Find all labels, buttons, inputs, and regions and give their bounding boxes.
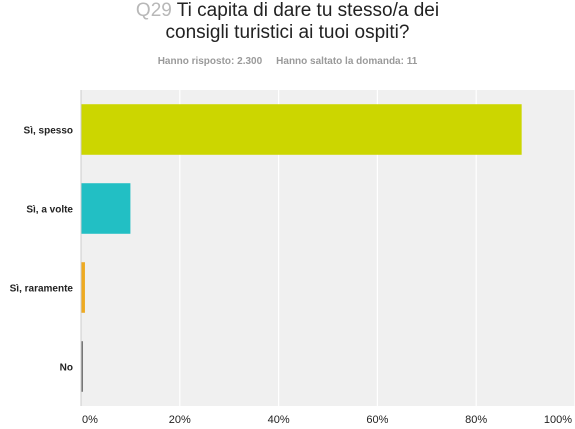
category-labels: Sì, spesso Sì, a volte Sì, raramente No — [10, 126, 74, 374]
x-tick-label: 60% — [366, 414, 388, 426]
x-tick-label: 20% — [169, 414, 191, 426]
response-summary: Hanno risposto: 2.300 Hanno saltato la do… — [0, 56, 575, 67]
bar — [81, 183, 131, 234]
answered-count: Hanno risposto: 2.300 — [157, 56, 263, 67]
category-label: Sì, a volte — [26, 205, 73, 216]
category-label: No — [60, 363, 73, 374]
bars — [81, 104, 522, 392]
bar — [81, 262, 85, 313]
title-line-2: consigli turistici ai tuoi ospiti? — [165, 22, 410, 43]
category-label: Sì, spesso — [24, 126, 73, 137]
x-tick-label: 40% — [268, 414, 290, 426]
x-tick-label: 80% — [465, 414, 487, 426]
chart-title: Q29 Ti capita di dare tu stesso/a dei co… — [0, 0, 575, 44]
bar — [81, 104, 522, 155]
title-line-1: Ti capita di dare tu stesso/a dei — [176, 0, 440, 21]
x-tick-label: 100% — [544, 414, 572, 426]
category-label: Sì, raramente — [10, 284, 74, 295]
question-number: Q29 — [135, 0, 172, 21]
x-tick-label: 0% — [82, 414, 98, 426]
x-tick-labels: 0% 20% 40% 60% 80% 100% — [82, 414, 572, 426]
skipped-count: Hanno saltato la domanda: 11 — [276, 56, 418, 67]
bar — [81, 341, 83, 392]
